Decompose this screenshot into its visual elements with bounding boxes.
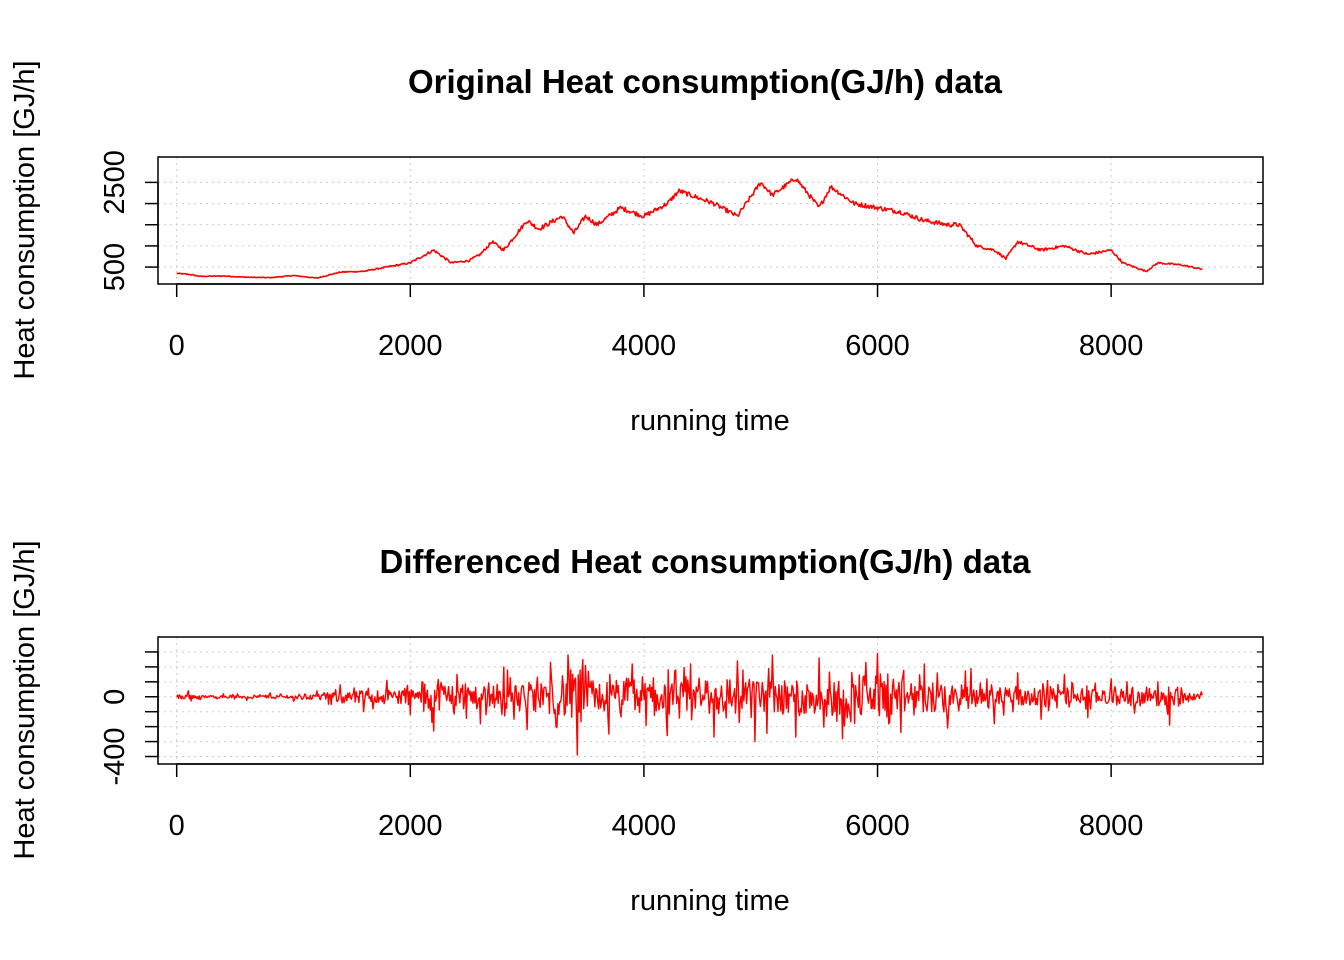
y-axis-label: Heat consumption [GJ/h] — [9, 60, 41, 379]
x-tick-label: 0 — [169, 330, 185, 362]
series-line — [176, 652, 1203, 756]
chart-title: Original Heat consumption(GJ/h) data — [408, 63, 1003, 100]
x-tick-label: 4000 — [612, 810, 677, 842]
x-tick-label: 6000 — [845, 810, 910, 842]
x-tick-label: 2000 — [378, 810, 443, 842]
original-chart: Original Heat consumption(GJ/h) data 0 20… — [9, 60, 1264, 437]
y-axis: 500 2500 — [99, 150, 159, 291]
chart-title: Differenced Heat consumption(GJ/h) data — [380, 543, 1032, 580]
y-tick-label: -400 — [99, 728, 131, 786]
x-axis: 0 2000 4000 6000 8000 — [169, 181, 1263, 362]
y-axis: -400 0 — [99, 651, 159, 786]
x-axis-label: running time — [630, 405, 790, 437]
x-axis-label: running time — [630, 885, 790, 917]
y-tick-label: 500 — [99, 243, 131, 291]
x-tick-label: 2000 — [378, 330, 443, 362]
y-tick-label: 2500 — [99, 150, 131, 215]
y-tick-label: 0 — [99, 689, 131, 705]
y-axis-label: Heat consumption [GJ/h] — [9, 540, 41, 859]
x-tick-label: 4000 — [612, 330, 677, 362]
grid — [158, 157, 1263, 284]
x-tick-label: 6000 — [845, 330, 910, 362]
differenced-chart: Differenced Heat consumption(GJ/h) data … — [9, 540, 1264, 917]
x-axis: 0 2000 4000 6000 8000 — [169, 651, 1263, 842]
x-tick-label: 8000 — [1079, 330, 1144, 362]
x-tick-label: 8000 — [1079, 810, 1144, 842]
x-tick-label: 0 — [169, 810, 185, 842]
series-line — [176, 178, 1203, 279]
